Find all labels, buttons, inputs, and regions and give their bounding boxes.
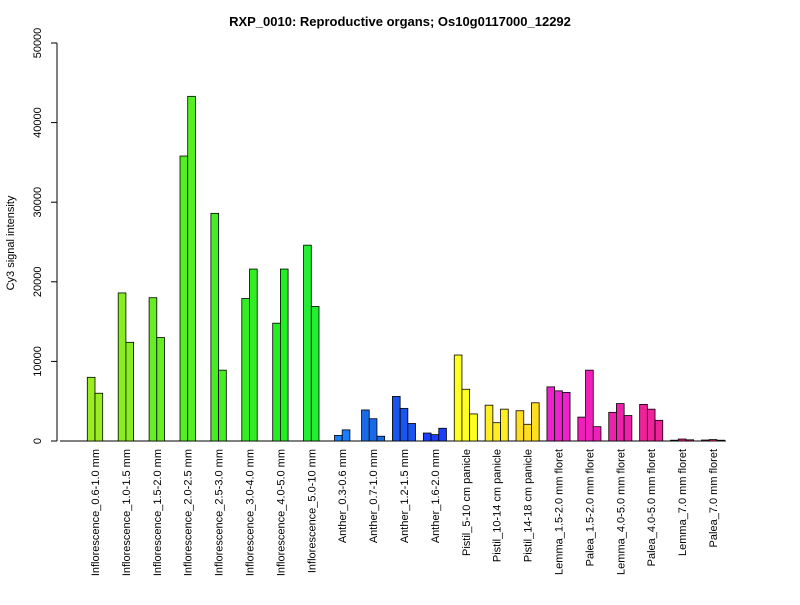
bar	[453, 354, 463, 442]
x-tick-label: Palea_4.0-5.0 mm floret	[646, 449, 658, 566]
x-tick-label: Inflorescence_2.5-3.0 mm	[214, 449, 226, 576]
bar	[639, 403, 648, 442]
x-axis-labels: Inflorescence_0.6-1.0 mm Inflorescence_1.…	[90, 449, 720, 576]
bar	[577, 416, 586, 442]
bar	[438, 427, 447, 442]
x-tick-label: Inflorescence_2.0-2.5 mm	[183, 449, 195, 576]
y-tick-label: 10000	[32, 346, 44, 377]
bar	[616, 403, 625, 442]
bar	[303, 244, 312, 442]
bar	[546, 386, 556, 442]
bar	[179, 155, 189, 442]
bar	[94, 392, 104, 442]
bars-group	[60, 95, 726, 442]
x-tick-label: Inflorescence_4.0-5.0 mm	[275, 449, 287, 576]
x-tick-label: Anther_1.2-1.5 mm	[399, 449, 411, 543]
bar	[117, 292, 127, 442]
x-tick-label: Inflorescence_1.5-2.0 mm	[152, 449, 164, 576]
bar	[218, 369, 227, 442]
x-tick-label: Inflorescence_1.0-1.5 mm	[121, 449, 133, 576]
bar	[272, 322, 281, 442]
bar	[361, 409, 370, 442]
y-tick-label: 50000	[32, 28, 44, 59]
y-axis: 0 10000 20000 30000 40000 50000	[32, 28, 58, 444]
bar	[399, 407, 409, 442]
bar	[187, 95, 196, 442]
bar	[376, 435, 386, 442]
bar	[608, 411, 617, 442]
bar	[484, 404, 494, 442]
bar	[125, 341, 135, 442]
bar	[561, 392, 571, 442]
y-tick-label: 30000	[32, 187, 44, 218]
bar	[646, 408, 656, 442]
bar	[654, 419, 664, 442]
bar	[701, 439, 710, 442]
bar	[368, 418, 378, 442]
bar	[334, 435, 343, 442]
x-tick-label: Inflorescence_3.0-4.0 mm	[245, 449, 257, 576]
x-tick-label: Anther_0.3-0.6 mm	[337, 449, 349, 543]
bar	[422, 432, 432, 442]
bar	[249, 268, 258, 442]
x-tick-label: Pistil_14-18 cm panicle	[523, 449, 535, 562]
bar	[279, 268, 289, 442]
bar	[341, 429, 351, 442]
y-axis-label: Cy3 signal intensity	[5, 195, 17, 290]
x-tick-label: Palea_7.0 mm floret	[708, 449, 720, 547]
bar	[492, 422, 501, 442]
x-tick-label: Anther_1.6-2.0 mm	[430, 449, 442, 543]
chart-title: RXP_0010: Reproductive organs; Os10g0117…	[229, 14, 571, 29]
bar	[592, 426, 602, 442]
bar	[310, 306, 320, 442]
bar	[86, 376, 96, 442]
y-tick-label: 40000	[32, 107, 44, 138]
bar	[554, 390, 563, 442]
y-tick-label: 20000	[32, 267, 44, 298]
bar	[677, 438, 687, 442]
bar	[392, 396, 401, 442]
bar	[156, 337, 165, 442]
bar	[430, 434, 440, 442]
bar	[523, 423, 532, 442]
bar	[469, 413, 478, 442]
x-tick-label: Inflorescence_0.6-1.0 mm	[90, 449, 102, 576]
x-tick-label: Lemma_4.0-5.0 mm floret	[615, 449, 627, 575]
bar	[585, 369, 594, 442]
bar	[531, 402, 540, 442]
y-tick-label: 0	[32, 438, 44, 444]
x-tick-label: Palea_1.5-2.0 mm floret	[584, 449, 596, 566]
bar	[407, 423, 416, 442]
bar	[716, 439, 725, 442]
x-tick-label: Pistil_10-14 cm panicle	[492, 449, 504, 562]
x-tick-label: Lemma_7.0 mm floret	[677, 449, 689, 556]
bar	[708, 439, 718, 442]
x-tick-label: Pistil_5-10 cm panicle	[461, 449, 473, 556]
bar	[623, 415, 633, 442]
bar	[461, 388, 471, 442]
x-tick-label: Anther_0.7-1.0 mm	[368, 449, 380, 543]
bar	[210, 212, 219, 442]
x-tick-label: Inflorescence_5.0-10 mm	[306, 449, 318, 573]
bar	[148, 297, 158, 442]
bar	[670, 439, 679, 442]
bar	[685, 439, 695, 442]
bar	[515, 410, 525, 442]
bar	[500, 408, 509, 442]
x-tick-label: Lemma_1.5-2.0 mm floret	[554, 449, 566, 575]
bar	[241, 298, 250, 442]
